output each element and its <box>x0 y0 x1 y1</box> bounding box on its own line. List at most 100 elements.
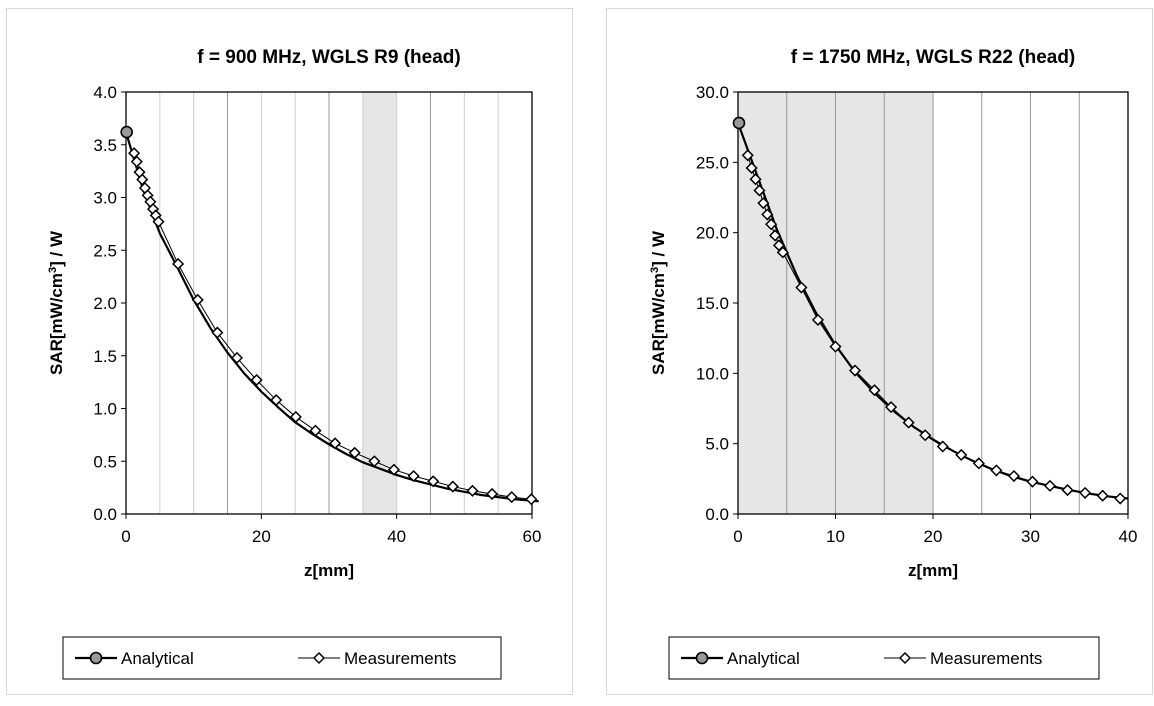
y-tick-label: 10.0 <box>696 364 729 383</box>
chart-legend: Analytical Measurements <box>668 636 1100 680</box>
measurement-marker <box>972 457 985 470</box>
measurement-marker <box>446 480 459 493</box>
measurement-marker <box>152 215 165 228</box>
chart-title: f = 1750 MHz, WGLS R22 (head) <box>791 47 1076 68</box>
x-tick-label: 40 <box>387 527 406 546</box>
legend-analytical-marker <box>695 651 709 665</box>
sar-chart-1750mhz: f = 1750 MHz, WGLS R22 (head) 0.0 5.0 10.0 1… <box>649 47 1138 680</box>
legend-measurements-label: Measurements <box>930 649 1042 668</box>
measurement-marker <box>936 440 949 453</box>
chart-panel-1750mhz: f = 1750 MHz, WGLS R22 (head) 0.0 5.0 10.0 1… <box>606 8 1153 695</box>
legend-analytical-label: Analytical <box>121 649 194 668</box>
x-tick-label: 60 <box>523 527 542 546</box>
measurement-marker <box>136 173 149 186</box>
measurement-marker <box>902 416 915 429</box>
measurement-marker <box>765 218 778 231</box>
measurement-marker <box>1061 484 1074 497</box>
x-axis-label: z[mm] <box>304 561 354 580</box>
x-tick-label: 40 <box>1119 527 1138 546</box>
measurement-marker <box>955 448 968 461</box>
x-tick-label: 0 <box>733 527 742 546</box>
y-tick-label: 3.5 <box>93 136 117 155</box>
y-tick-label: 0.0 <box>705 505 729 524</box>
measurement-marker <box>829 340 842 353</box>
measurement-marker <box>885 401 898 414</box>
y-tick-label: 15.0 <box>696 294 729 313</box>
measurement-marker <box>919 429 932 442</box>
measurement-marker <box>848 364 862 377</box>
measurement-marker <box>768 229 782 242</box>
analytical-marker <box>120 125 133 139</box>
x-tick-label: 0 <box>121 527 130 546</box>
measurement-marker <box>407 469 420 483</box>
y-tick-label: 3.0 <box>93 189 117 208</box>
measurement-marker <box>1007 469 1020 483</box>
measurement-marker <box>270 393 283 407</box>
legend-box <box>62 636 502 680</box>
legend-measurements-marker <box>898 651 912 665</box>
y-tick-label: 4.0 <box>93 83 117 102</box>
measurement-marker <box>486 487 499 501</box>
y-tick-label: 25.0 <box>696 153 729 172</box>
x-tick-label: 20 <box>924 527 943 546</box>
measurement-marker <box>1079 486 1092 499</box>
y-tick-label: 2.5 <box>93 241 117 260</box>
x-tick-label: 10 <box>826 527 845 546</box>
analytical-marker <box>732 116 746 130</box>
measurement-marker <box>130 155 143 168</box>
measurement-marker <box>250 373 263 387</box>
legend-measurements-marker <box>312 651 326 665</box>
measurement-marker <box>368 455 381 468</box>
measurement-marker <box>211 326 224 339</box>
chart-legend: Analytical Measurements <box>62 636 502 680</box>
measurement-marker <box>289 410 302 424</box>
shaded-region <box>362 92 397 514</box>
measurement-marker <box>172 257 185 271</box>
measurement-marker <box>749 173 762 186</box>
measurement-marker <box>329 437 342 450</box>
measurement-marker <box>1026 475 1039 488</box>
y-tick-label: 20.0 <box>696 224 729 243</box>
y-tick-label: 1.0 <box>93 400 117 419</box>
measurement-marker <box>741 149 754 162</box>
measurement-marker <box>795 281 808 294</box>
measurement-marker <box>990 464 1003 477</box>
measurement-marker <box>811 313 825 326</box>
measurement-marker <box>387 463 401 476</box>
measurement-marker <box>1114 492 1127 505</box>
x-tick-label: 20 <box>252 527 271 546</box>
measurement-marker <box>191 293 204 306</box>
measurement-marker <box>757 197 770 210</box>
y-axis-label: SAR[mW/cm3] / W <box>47 230 66 375</box>
y-tick-label: 30.0 <box>696 83 729 102</box>
measurement-marker <box>753 184 766 197</box>
legend-analytical-label: Analytical <box>727 649 800 668</box>
x-tick-label: 30 <box>1021 527 1040 546</box>
measurement-marker <box>868 384 881 397</box>
legend-analytical-marker <box>89 651 103 665</box>
y-axis-label: SAR[mW/cm3] / W <box>649 230 668 375</box>
measurement-marker <box>761 208 774 221</box>
y-tick-label: 0.0 <box>93 505 117 524</box>
sar-chart-900mhz: f = 900 MHz, WGLS R9 (head) 0.0 0.5 1.0 1.5 2… <box>47 47 542 680</box>
measurement-marker <box>427 475 440 488</box>
measurement-marker <box>745 161 758 175</box>
chart-title: f = 900 MHz, WGLS R9 (head) <box>197 47 460 68</box>
measurement-marker <box>1043 479 1057 492</box>
y-tick-label: 0.5 <box>93 452 117 471</box>
y-tick-label: 5.0 <box>705 435 729 454</box>
measurement-marker <box>525 493 538 506</box>
measurement-marker <box>1096 489 1109 502</box>
y-tick-label: 2.0 <box>93 294 117 313</box>
measurement-marker <box>309 424 322 437</box>
chart-panel-900mhz: f = 900 MHz, WGLS R9 (head) 0.0 0.5 1.0 1.5 2… <box>6 8 573 695</box>
measurement-marker <box>230 351 244 364</box>
x-axis-label: z[mm] <box>908 561 958 580</box>
measurement-marker <box>776 246 789 259</box>
measurement-marker <box>466 484 479 497</box>
measurement-marker <box>505 491 518 504</box>
legend-measurements-label: Measurements <box>344 649 456 668</box>
y-tick-label: 1.5 <box>93 347 117 366</box>
measurement-marker <box>348 446 361 459</box>
measurement-marker <box>128 147 141 160</box>
